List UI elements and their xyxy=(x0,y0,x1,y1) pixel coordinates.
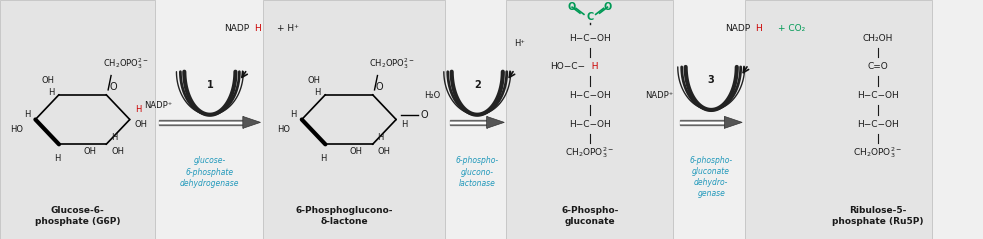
Text: OH: OH xyxy=(84,147,96,156)
Polygon shape xyxy=(724,116,742,128)
Text: H: H xyxy=(377,133,383,142)
Text: $\mathregular{CH_2OPO_3^{2-}}$: $\mathregular{CH_2OPO_3^{2-}}$ xyxy=(370,56,415,71)
Text: C=O: C=O xyxy=(867,62,889,71)
Text: CH₂OH: CH₂OH xyxy=(863,34,893,43)
Text: O: O xyxy=(568,2,576,12)
Text: HO: HO xyxy=(277,125,290,134)
Text: glucose-
6-phosphate
dehydrogenase: glucose- 6-phosphate dehydrogenase xyxy=(180,157,240,188)
Text: OH: OH xyxy=(350,147,363,156)
FancyBboxPatch shape xyxy=(263,0,445,239)
Text: O: O xyxy=(421,110,429,120)
Text: Glucose-6-
phosphate (G6P): Glucose-6- phosphate (G6P) xyxy=(35,206,120,226)
Text: H: H xyxy=(315,88,320,97)
Text: H−C−OH: H−C−OH xyxy=(569,34,610,43)
Polygon shape xyxy=(243,116,260,128)
Text: Ribulose-5-
phosphate (Ru5P): Ribulose-5- phosphate (Ru5P) xyxy=(832,206,924,226)
Text: H: H xyxy=(25,110,30,119)
Text: NADP: NADP xyxy=(725,24,751,33)
Text: 6-Phospho-
gluconate: 6-Phospho- gluconate xyxy=(561,206,618,226)
Text: $\mathregular{CH_2OPO_3^{2-}}$: $\mathregular{CH_2OPO_3^{2-}}$ xyxy=(103,56,148,71)
Text: H: H xyxy=(135,105,141,114)
Polygon shape xyxy=(487,116,504,128)
FancyBboxPatch shape xyxy=(506,0,673,239)
Text: H−C−OH: H−C−OH xyxy=(569,120,610,129)
Text: NADP⁺: NADP⁺ xyxy=(145,101,173,110)
Text: OH: OH xyxy=(377,147,390,156)
Text: OH: OH xyxy=(111,147,124,156)
Text: H⁺: H⁺ xyxy=(515,38,526,48)
Text: O: O xyxy=(376,82,383,92)
Text: + H⁺: + H⁺ xyxy=(277,24,299,33)
Text: H−C−OH: H−C−OH xyxy=(857,91,898,100)
Text: 6-Phosphoglucono-
δ-lactone: 6-Phosphoglucono- δ-lactone xyxy=(295,206,393,226)
Text: O: O xyxy=(604,2,611,12)
Text: O: O xyxy=(109,82,117,92)
Text: 3: 3 xyxy=(708,75,715,85)
Text: + CO₂: + CO₂ xyxy=(779,24,805,33)
Text: 6-phospho-
glucono-
lactonase: 6-phospho- glucono- lactonase xyxy=(456,157,498,188)
Text: $\mathregular{CH_2OPO_3^{2-}}$: $\mathregular{CH_2OPO_3^{2-}}$ xyxy=(565,146,614,160)
Text: H: H xyxy=(291,110,297,119)
Text: $\mathregular{CH_2OPO_3^{2-}}$: $\mathregular{CH_2OPO_3^{2-}}$ xyxy=(853,146,902,160)
Text: OH: OH xyxy=(41,76,54,85)
FancyBboxPatch shape xyxy=(745,0,932,239)
FancyBboxPatch shape xyxy=(0,0,155,239)
Text: 6-phospho-
gluconate
dehydro-
genase: 6-phospho- gluconate dehydro- genase xyxy=(690,156,732,198)
Text: H−C−OH: H−C−OH xyxy=(857,120,898,129)
Text: C: C xyxy=(586,12,594,22)
Text: H: H xyxy=(111,133,117,142)
Text: OH: OH xyxy=(308,76,320,85)
Text: HO−C−: HO−C− xyxy=(549,62,585,71)
Text: OH: OH xyxy=(135,120,147,129)
Text: H: H xyxy=(320,154,326,163)
Text: H: H xyxy=(48,88,54,97)
Text: H: H xyxy=(401,120,407,129)
Text: H: H xyxy=(756,24,762,33)
Text: H: H xyxy=(54,154,60,163)
Text: NADP: NADP xyxy=(224,24,250,33)
Text: H₂O: H₂O xyxy=(424,91,440,100)
Text: H: H xyxy=(586,62,599,71)
Text: 2: 2 xyxy=(474,80,481,90)
Text: H: H xyxy=(254,24,260,33)
Text: 1: 1 xyxy=(206,80,213,90)
Text: H−C−OH: H−C−OH xyxy=(569,91,610,100)
Text: HO: HO xyxy=(11,125,24,134)
Text: NADP⁺: NADP⁺ xyxy=(646,91,674,100)
